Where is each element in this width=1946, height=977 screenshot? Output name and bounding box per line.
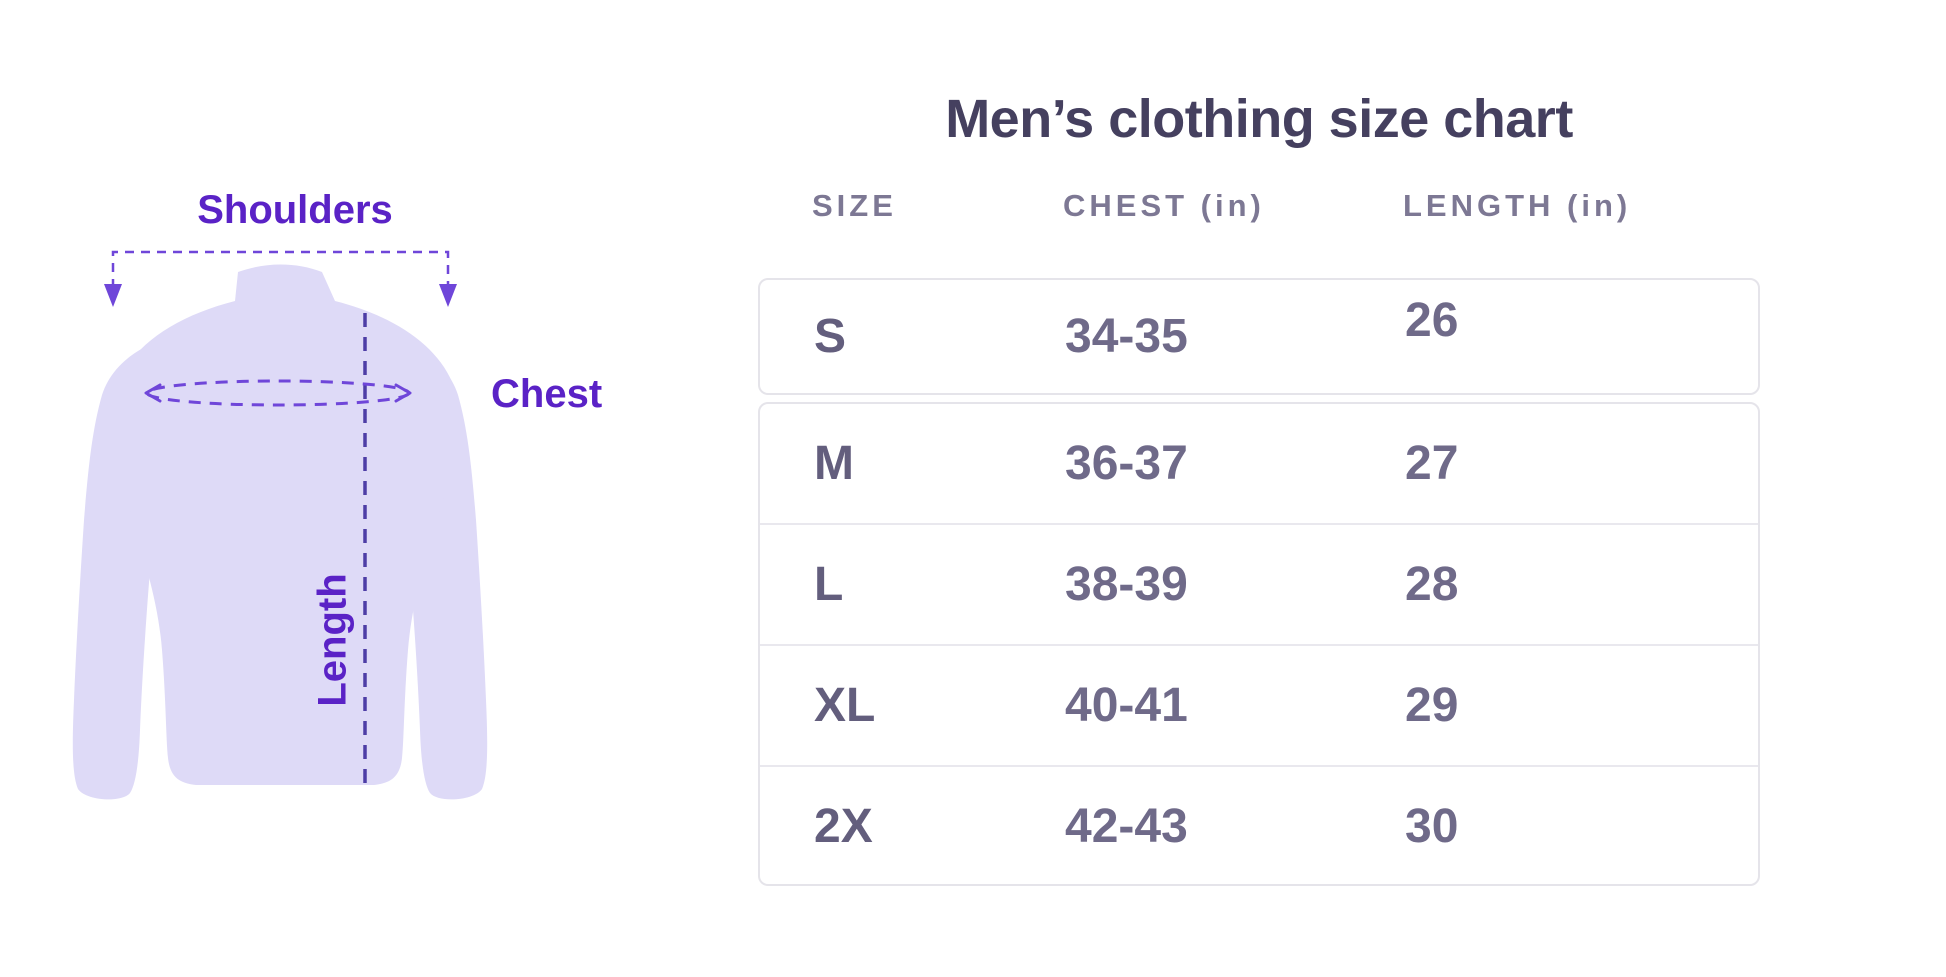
length-cell: 27 [1405,437,1459,490]
chest-cell: 40-41 [1065,679,1188,732]
shirt-measurement-diagram [72,250,488,800]
chest-cell: 34-35 [1065,310,1188,363]
table-row: L 38-39 28 [760,523,1758,644]
column-header-size: SIZE [812,188,897,223]
length-cell: 28 [1405,558,1459,611]
table-row: XL 40-41 29 [760,644,1758,765]
size-cell: S [814,310,847,363]
length-label: Length [310,573,355,707]
length-cell: 26 [1405,294,1459,347]
shoulders-measure-arrow [104,250,457,307]
chest-label: Chest [491,372,603,416]
length-cell: 30 [1405,800,1459,853]
size-cell: M [814,437,854,490]
column-header-chest: CHEST (in) [1063,188,1265,223]
length-cell: 29 [1405,679,1459,732]
chest-cell: 42-43 [1065,800,1188,853]
chest-cell: 38-39 [1065,558,1188,611]
shirt-silhouette [108,264,462,785]
chest-measure-ellipse [144,379,412,407]
table-row-group-m-2x: M 36-37 27 L 38-39 28 XL 40-41 29 2X 42-… [758,402,1760,886]
table-header-row: SIZE CHEST (in) LENGTH (in) [758,184,1760,228]
page-title: Men’s clothing size chart [945,89,1573,149]
size-cell: 2X [814,800,873,853]
shoulders-label: Shoulders [197,188,393,232]
table-row-group-s: S 34-35 26 [758,278,1760,395]
column-header-length: LENGTH (in) [1403,188,1632,223]
table-row: M 36-37 27 [760,404,1758,523]
chest-cell: 36-37 [1065,437,1188,490]
table-row: S 34-35 26 [760,280,1758,393]
size-cell: L [814,558,844,611]
size-cell: XL [814,679,876,732]
table-row: 2X 42-43 30 [760,765,1758,886]
